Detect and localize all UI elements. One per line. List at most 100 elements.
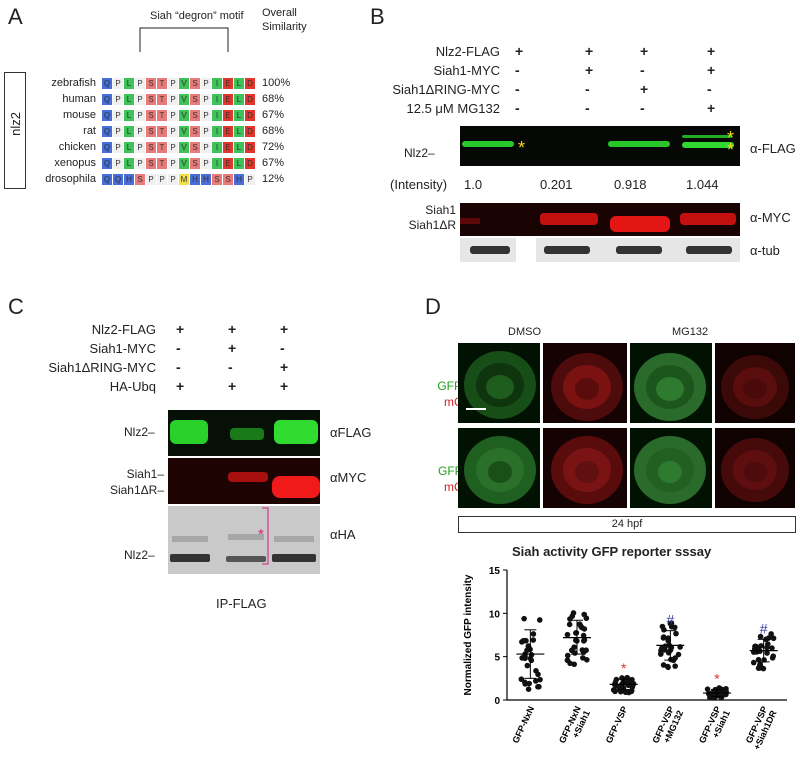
data-point: [612, 688, 618, 695]
condition-label: Siah1ΔRING-MYC: [392, 82, 500, 97]
residue-cell: E: [223, 142, 233, 153]
b-star-3: *: [727, 140, 735, 160]
residue-cell: D: [245, 158, 255, 169]
c-nlz2: Nlz2–: [124, 425, 155, 439]
condition-label: Nlz2-FLAG: [435, 44, 500, 59]
b-ab-flag: α-FLAG: [750, 141, 796, 156]
residue-cell: P: [201, 94, 211, 105]
b-siah1-label: Siah1: [425, 203, 456, 217]
residue-cell: H: [190, 174, 200, 185]
micro-mg132-nxn-red: [715, 428, 795, 508]
residue-cell: P: [113, 78, 123, 89]
data-point: [536, 683, 542, 690]
residue-cell: S: [223, 174, 233, 185]
condition-label: Nlz2-FLAG: [91, 322, 156, 337]
species-label: drosophila: [45, 173, 96, 185]
residue-cell: H: [124, 174, 134, 185]
condition-label: Siah1ΔRING-MYC: [48, 360, 156, 375]
residue-cell: L: [124, 158, 134, 169]
data-point: [770, 635, 777, 642]
residue-cell: V: [179, 94, 189, 105]
condition-mark: +: [707, 62, 716, 78]
micro-mg132-vsp-green: [630, 343, 712, 423]
b-siah-labels: Siah1 Siah1ΔR: [400, 203, 456, 233]
residue-cell: V: [179, 78, 189, 89]
data-point: [522, 679, 528, 686]
residue-cell: P: [168, 142, 178, 153]
residue-cell: T: [157, 110, 167, 121]
residue-cell: S: [190, 142, 200, 153]
residue-cell: E: [223, 158, 233, 169]
condition-mark: +: [640, 43, 649, 59]
data-point: [519, 655, 525, 661]
residue-cell: P: [146, 174, 156, 185]
residue-cell: D: [245, 142, 255, 153]
data-point: [665, 637, 672, 644]
residue-cell: S: [135, 174, 145, 185]
residue-cell: P: [168, 174, 178, 185]
blot-b-myc-bands: [460, 213, 736, 232]
data-point: [564, 657, 571, 664]
residue-cell: S: [146, 126, 156, 137]
condition-mark: -: [515, 62, 520, 78]
micro-dmso-vsp-red: [543, 343, 627, 423]
x-tick-label: GFP-VSP+MG132: [650, 705, 685, 749]
species-label: rat: [83, 125, 96, 137]
residue-cell: S: [190, 110, 200, 121]
similarity-value: 67%: [262, 109, 285, 121]
data-point: [580, 655, 586, 661]
residue-cell: T: [157, 158, 167, 169]
residue-cell: P: [168, 78, 178, 89]
micro-mg132-vsp-red: [715, 343, 795, 423]
residue-cell: D: [245, 78, 255, 89]
residue-cell: H: [234, 174, 244, 185]
residue-cell: P: [135, 142, 145, 153]
residue-cell: S: [190, 78, 200, 89]
data-point: [665, 664, 671, 671]
residue-cell: I: [212, 94, 222, 105]
residue-cell: L: [124, 94, 134, 105]
data-point: [526, 680, 533, 687]
residue-cell: P: [201, 110, 211, 121]
residue-cell: P: [135, 78, 145, 89]
condition-mark: +: [585, 43, 594, 59]
x-tick-label: GFP-VSP+Siah1: [697, 705, 732, 749]
data-point: [769, 655, 776, 661]
condition-mark: +: [640, 81, 649, 97]
residue-cell: S: [146, 94, 156, 105]
residue-cell: T: [157, 142, 167, 153]
residue-cell: V: [179, 158, 189, 169]
similarity-value: 72%: [262, 141, 285, 153]
residue-cell: S: [146, 158, 156, 169]
data-point: [532, 678, 539, 684]
condition-mark: +: [176, 321, 185, 337]
intensity-value: 0.918: [614, 177, 647, 192]
blot-b-flag-bands: [462, 135, 734, 148]
data-point: [521, 615, 527, 622]
residue-cell: P: [157, 174, 167, 185]
residue-cell: V: [179, 142, 189, 153]
residue-cell: Q: [102, 174, 112, 185]
b-intensities: 1.0 0.201 0.918 1.044: [460, 177, 750, 193]
residue-cell: P: [135, 158, 145, 169]
blot-c-myc-bands: [228, 472, 320, 498]
species-label: chicken: [58, 141, 96, 153]
b-band-nlz2-text: Nlz2: [404, 146, 429, 160]
data-point: [622, 689, 629, 696]
b-star-1: *: [518, 138, 526, 158]
data-point: [528, 657, 535, 664]
scatter-chart: 0 5 10 15 Normalized GFP intensity GFP-NxN GFP…: [463, 566, 787, 751]
residue-cell: P: [113, 126, 123, 137]
data-point: [581, 611, 588, 618]
data-point: [530, 631, 537, 637]
y-tick-label: 15: [489, 566, 501, 577]
condition-mark: -: [280, 340, 285, 356]
residue-cell: P: [135, 126, 145, 137]
residue-cell: L: [234, 78, 244, 89]
condition-mark: +: [280, 378, 289, 394]
residue-cell: L: [234, 94, 244, 105]
condition-mark: +: [176, 378, 185, 394]
residue-cell: T: [157, 78, 167, 89]
residue-cell: D: [245, 94, 255, 105]
similarity-value: 12%: [262, 173, 285, 185]
